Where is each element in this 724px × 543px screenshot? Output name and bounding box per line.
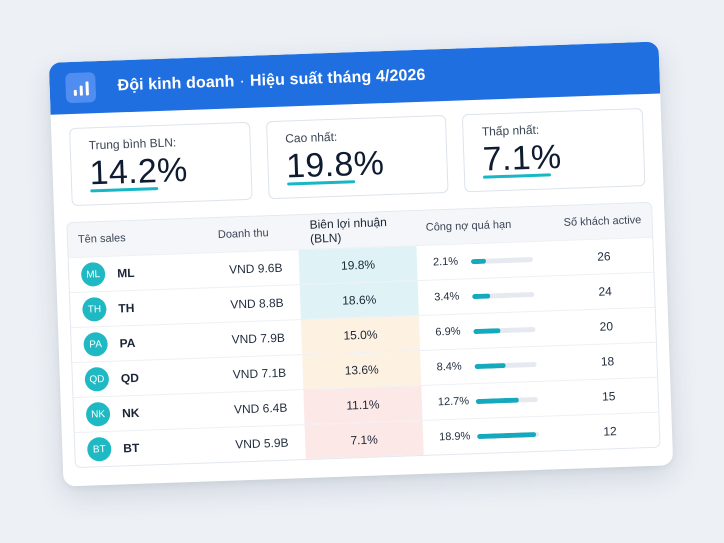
overdue-bar-fill bbox=[470, 258, 486, 264]
cell-overdue: 18.9% bbox=[423, 416, 562, 455]
sales-name: NK bbox=[121, 405, 140, 421]
overdue-bar bbox=[475, 396, 538, 404]
column-header-overdue[interactable]: Công nợ quá hạn bbox=[425, 218, 512, 234]
overdue-value: 8.4% bbox=[436, 360, 462, 374]
avatar: PA bbox=[83, 331, 109, 357]
stat-value: 14.2% bbox=[89, 151, 189, 193]
table-body: ML ML VND 9.6B 19.8% 2.1% 26 TH TH VND 8.8B 18.6%… bbox=[68, 236, 660, 468]
sales-name: ML bbox=[116, 265, 135, 281]
cell-margin: 13.6% bbox=[302, 350, 422, 390]
cell-sales-name: PA PA bbox=[71, 323, 212, 362]
cell-revenue: VND 9.6B bbox=[228, 260, 283, 277]
cell-active-customers: 24 bbox=[598, 284, 613, 299]
avatar: NK bbox=[85, 401, 111, 427]
overdue-bar bbox=[474, 361, 537, 369]
cell-margin: 19.8% bbox=[298, 246, 418, 285]
stat-lowest-margin: Thấp nhất: 7.1% bbox=[462, 108, 646, 193]
stat-highest-margin: Cao nhất: 19.8% bbox=[265, 114, 449, 200]
team-name: Đội kinh doanh bbox=[117, 73, 235, 95]
cell-sales-name: BT BT bbox=[75, 428, 216, 467]
cell-sales-name: ML ML bbox=[69, 253, 210, 292]
page-title: Đội kinh doanh · Hiệu suất tháng 4/2026 bbox=[117, 67, 425, 96]
overdue-bar bbox=[472, 291, 535, 299]
column-header-margin[interactable]: Biên lợi nhuận (BLN) bbox=[309, 215, 388, 246]
column-header-revenue[interactable]: Doanh thu bbox=[217, 227, 269, 241]
cell-overdue: 3.4% bbox=[418, 276, 557, 315]
stat-value: 7.1% bbox=[482, 137, 563, 179]
overdue-bar-fill bbox=[475, 397, 519, 404]
cell-margin: 7.1% bbox=[304, 420, 424, 460]
overdue-value: 18.9% bbox=[438, 430, 471, 444]
avatar: ML bbox=[80, 261, 106, 287]
overdue-bar bbox=[470, 256, 534, 264]
overdue-bar bbox=[473, 326, 536, 334]
stat-value: 19.8% bbox=[285, 144, 385, 186]
overdue-value: 12.7% bbox=[437, 395, 470, 409]
overdue-bar-fill bbox=[474, 362, 507, 369]
cell-margin: 15.0% bbox=[300, 316, 421, 355]
sales-name: TH bbox=[118, 300, 135, 316]
overdue-value: 3.4% bbox=[434, 290, 460, 304]
sales-table: Tên sales Doanh thu Biên lợi nhuận (BLN)… bbox=[66, 201, 661, 469]
cell-overdue: 2.1% bbox=[416, 241, 555, 280]
avatar: QD bbox=[84, 366, 110, 392]
overdue-bar-fill bbox=[472, 293, 491, 299]
period-label: Hiệu suất tháng 4/2026 bbox=[249, 66, 426, 90]
cell-overdue: 8.4% bbox=[420, 346, 559, 385]
overdue-bar-fill bbox=[476, 431, 537, 439]
cell-revenue: VND 5.9B bbox=[234, 435, 289, 452]
cell-active-customers: 26 bbox=[596, 249, 611, 264]
sales-performance-card: Đội kinh doanh · Hiệu suất tháng 4/2026 Tr… bbox=[48, 41, 674, 487]
cell-revenue: VND 8.8B bbox=[230, 295, 284, 312]
sales-name: BT bbox=[123, 440, 140, 456]
cell-sales-name: QD QD bbox=[72, 358, 213, 397]
cell-margin: 11.1% bbox=[303, 385, 423, 425]
overdue-value: 2.1% bbox=[432, 255, 459, 269]
overdue-bar-fill bbox=[473, 327, 501, 334]
cell-margin: 18.6% bbox=[299, 281, 419, 320]
avatar: BT bbox=[86, 436, 112, 462]
stat-average-margin: Trung bình BLN: 14.2% bbox=[69, 121, 253, 207]
cell-revenue: VND 7.1B bbox=[232, 365, 287, 382]
cell-sales-name: TH TH bbox=[70, 288, 211, 327]
cell-revenue: VND 6.4B bbox=[233, 400, 288, 417]
sales-name: QD bbox=[120, 370, 140, 386]
bar-chart-icon bbox=[65, 72, 97, 104]
cell-active-customers: 20 bbox=[599, 319, 614, 334]
cell-overdue: 12.7% bbox=[421, 381, 560, 420]
cell-sales-name: NK NK bbox=[74, 393, 215, 432]
sales-name: PA bbox=[119, 335, 136, 351]
cell-active-customers: 12 bbox=[603, 424, 617, 439]
column-header-name[interactable]: Tên sales bbox=[77, 232, 126, 246]
cell-active-customers: 15 bbox=[601, 389, 616, 404]
summary-stats: Trung bình BLN: 14.2% Cao nhất: 19.8% Th… bbox=[51, 93, 664, 216]
overdue-bar bbox=[476, 431, 540, 439]
column-header-active-customers[interactable]: Số khách active bbox=[563, 214, 642, 229]
avatar: TH bbox=[82, 296, 107, 322]
cell-revenue: VND 7.9B bbox=[231, 330, 286, 347]
title-separator: · bbox=[239, 72, 246, 91]
cell-active-customers: 18 bbox=[600, 354, 615, 369]
overdue-value: 6.9% bbox=[435, 325, 461, 339]
cell-overdue: 6.9% bbox=[419, 311, 558, 350]
